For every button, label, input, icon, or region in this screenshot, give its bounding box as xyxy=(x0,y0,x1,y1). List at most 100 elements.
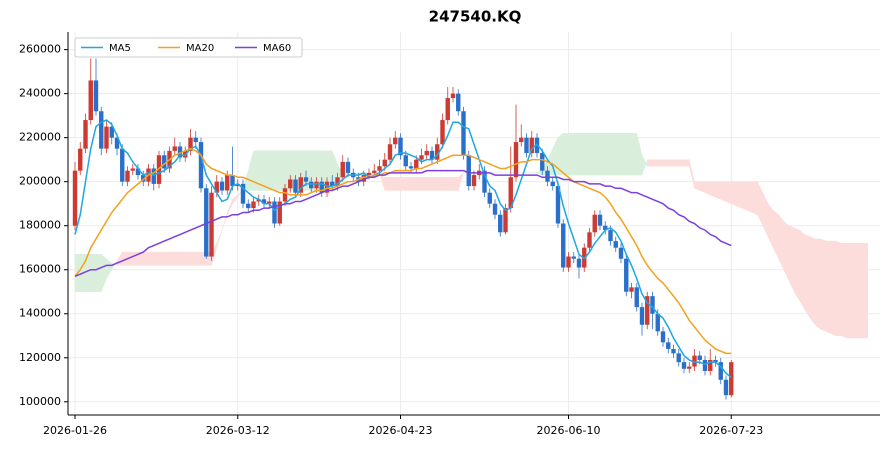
candle-body xyxy=(414,159,419,169)
candle-body xyxy=(681,362,687,369)
cloud-segment xyxy=(421,177,427,191)
legend: MA5 MA20 MA60 xyxy=(74,37,303,58)
cloud-segment xyxy=(568,133,574,176)
candle-body xyxy=(618,247,624,259)
cloud-segment xyxy=(164,251,170,266)
candle-body xyxy=(587,232,592,248)
candle-body xyxy=(424,150,429,156)
candle-body xyxy=(603,225,608,231)
x-tick-label: 2026-04-23 xyxy=(369,424,433,437)
candle-body xyxy=(708,359,713,371)
cloud-segment xyxy=(263,150,270,191)
cloud-segment xyxy=(704,181,711,196)
cloud xyxy=(74,132,868,339)
cloud-segment xyxy=(715,181,721,200)
cloud-segment xyxy=(573,133,580,176)
y-tick-label: 240000 xyxy=(19,87,61,100)
ma-line xyxy=(74,147,732,355)
cloud-segment xyxy=(683,159,690,167)
candle-body xyxy=(188,137,193,151)
cloud-segment xyxy=(673,159,679,167)
candle-body xyxy=(723,379,729,396)
candle-body xyxy=(697,355,702,360)
candle-body xyxy=(193,137,198,143)
cloud-segment xyxy=(95,254,102,292)
candle-body xyxy=(393,137,398,145)
candle-body xyxy=(256,199,261,202)
candle-body xyxy=(141,175,146,182)
candle-body xyxy=(702,359,708,371)
cloud-segment xyxy=(610,133,616,176)
candle-body xyxy=(109,126,114,138)
candle-body xyxy=(713,359,718,363)
candle-body xyxy=(382,159,387,167)
candle-body xyxy=(235,183,240,187)
chart-title: 247540.KQ xyxy=(429,8,522,26)
candle-body xyxy=(660,331,666,343)
candle-body xyxy=(309,181,314,189)
candle-body xyxy=(487,192,492,204)
cloud-segment xyxy=(148,251,154,266)
candle-body xyxy=(571,256,576,259)
cloud-segment xyxy=(269,150,275,191)
cloud-segment xyxy=(757,181,763,226)
legend-box xyxy=(74,37,303,58)
cloud-segment xyxy=(615,133,622,176)
cloud-segment xyxy=(442,177,448,191)
cloud-segment xyxy=(563,133,569,176)
candle-body xyxy=(576,258,582,268)
cloud-segment xyxy=(788,225,795,292)
candle-body xyxy=(613,241,618,248)
cloud-segment xyxy=(216,230,223,248)
candle-body xyxy=(645,296,650,325)
cloud-segment xyxy=(741,181,748,211)
candle-body xyxy=(555,186,561,224)
cloud-segment xyxy=(841,243,847,339)
candle-body xyxy=(156,155,162,184)
cloud-segment xyxy=(195,251,202,266)
candle-body xyxy=(629,287,634,292)
candle-body xyxy=(72,170,78,226)
cloud-segment xyxy=(830,240,837,337)
candle-body xyxy=(513,142,519,178)
candle-body xyxy=(676,353,681,363)
cloud-segment xyxy=(447,177,454,191)
candle-body xyxy=(450,93,456,99)
candle-body xyxy=(550,181,555,187)
candle-body xyxy=(99,111,104,149)
cloud-segment xyxy=(185,251,191,266)
candle-body xyxy=(429,150,435,160)
cloud-segment xyxy=(158,251,165,266)
cloud-segment xyxy=(620,133,627,176)
candle-body xyxy=(482,170,487,193)
candle-body xyxy=(639,307,645,325)
cloud-segment xyxy=(689,159,695,189)
candle-body xyxy=(198,142,204,189)
cloud-segment xyxy=(773,209,779,259)
candle-body xyxy=(692,355,697,367)
cloud-segment xyxy=(248,150,254,191)
candle-body xyxy=(456,93,461,112)
cloud-segment xyxy=(767,202,774,248)
candle-body xyxy=(78,148,83,171)
candle-body xyxy=(83,120,88,149)
cloud-segment xyxy=(731,181,737,207)
x-tick-label: 2026-07-23 xyxy=(699,424,763,437)
cloud-segment xyxy=(668,159,674,167)
cloud-segment xyxy=(416,177,422,191)
candle-body xyxy=(172,146,177,151)
candle-body xyxy=(471,175,477,187)
cloud-segment xyxy=(647,159,653,167)
ma-line xyxy=(74,119,732,379)
candle-body xyxy=(114,137,120,149)
cloud-segment xyxy=(652,159,658,167)
candle-body xyxy=(340,161,345,178)
candle-body xyxy=(519,137,524,143)
cloud-segment xyxy=(857,243,863,339)
cloud-segment xyxy=(190,251,196,266)
candle-body xyxy=(272,201,277,224)
candle-body xyxy=(277,201,282,224)
candle-body xyxy=(561,223,566,268)
cloud-segment xyxy=(736,181,742,209)
